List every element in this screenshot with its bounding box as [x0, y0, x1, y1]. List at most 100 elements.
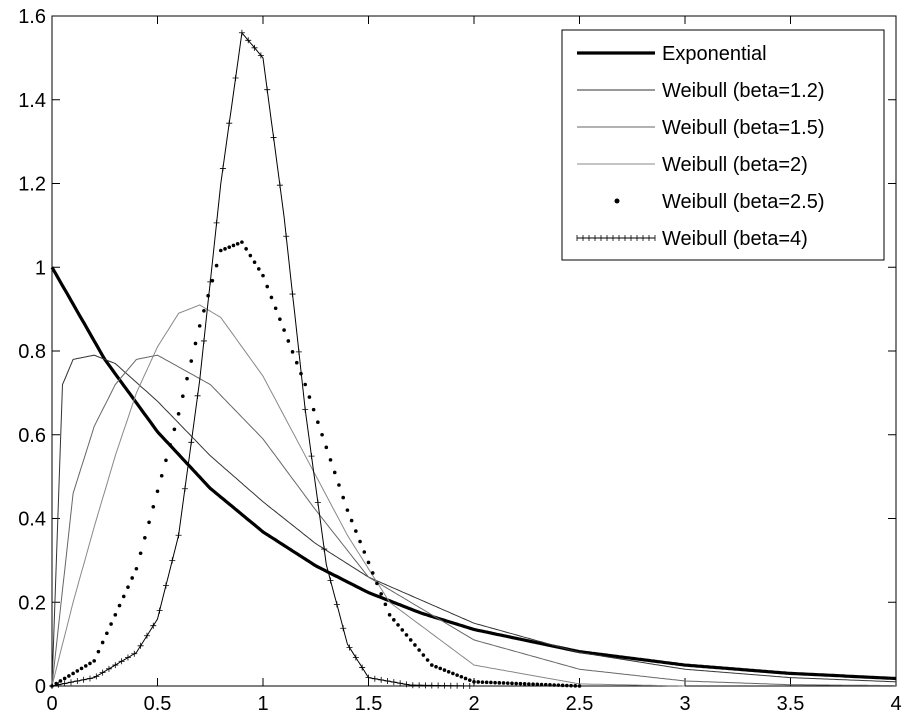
series-point: [573, 684, 578, 688]
series-point: [130, 576, 134, 580]
legend-item: Weibull (beta=4): [576, 228, 808, 250]
series-point: [569, 683, 573, 688]
series-point: [359, 664, 366, 671]
series-point: [408, 638, 413, 642]
series-point: [49, 683, 55, 689]
series-point: [197, 324, 202, 328]
series-point: [261, 273, 265, 278]
legend-label: Weibull (beta=1.2): [662, 80, 825, 102]
series-point: [55, 681, 62, 688]
x-tick-label: 2.5: [566, 693, 594, 715]
series-point: [404, 633, 409, 637]
series-point: [370, 571, 375, 575]
series-point: [92, 659, 96, 663]
series-point: [175, 532, 182, 539]
series-5: [49, 29, 474, 689]
y-tick-label: 0: [35, 676, 46, 698]
series-point: [295, 348, 302, 355]
series-point: [67, 674, 71, 678]
series-point: [143, 535, 147, 540]
series-point: [354, 529, 358, 533]
series-point: [435, 682, 442, 689]
series-point: [164, 458, 168, 463]
series-point: [248, 253, 253, 258]
series-point: [552, 683, 556, 687]
series-point: [403, 681, 410, 688]
series-point: [226, 120, 233, 127]
series-line: [51, 304, 685, 687]
series-point: [278, 317, 282, 321]
legend-label: Weibull (beta=4): [662, 228, 808, 250]
series-point: [527, 682, 531, 686]
series-0: [50, 266, 897, 681]
series-point: [245, 37, 252, 44]
series-point: [493, 680, 497, 685]
series-point: [143, 632, 150, 639]
series-point: [257, 52, 264, 59]
y-tick-label: 1: [35, 257, 46, 279]
series-point: [134, 566, 139, 571]
y-tick-label: 1.4: [18, 90, 46, 112]
y-tick-label: 0.4: [18, 509, 46, 531]
series-point: [378, 676, 385, 683]
series-point: [307, 395, 312, 399]
series-point: [290, 350, 295, 354]
series-point: [352, 654, 359, 661]
series-point: [150, 622, 157, 629]
legend-item: Weibull (beta=1.5): [577, 117, 825, 139]
series-point: [219, 165, 226, 172]
series-point: [434, 664, 438, 669]
series-point: [159, 473, 164, 478]
series-point: [100, 640, 105, 645]
series-point: [314, 499, 321, 506]
series-point: [463, 676, 468, 681]
series-point: [93, 673, 100, 680]
y-tick-label: 1.6: [18, 6, 46, 28]
series-point: [425, 658, 430, 662]
series-point: [194, 392, 201, 399]
series-point: [560, 683, 565, 688]
legend-box: [561, 29, 885, 261]
series-point: [539, 682, 544, 687]
series-point: [138, 551, 143, 556]
series-point: [286, 339, 291, 343]
series-point: [105, 665, 112, 672]
series-point: [109, 622, 113, 626]
series-point: [113, 613, 118, 617]
legend: Exponential Weibull (beta=1.2) Weibull (be…: [561, 29, 885, 261]
series-point: [466, 682, 473, 689]
series-point: [341, 495, 345, 500]
series-point: [446, 669, 451, 674]
series-point: [294, 360, 299, 365]
legend-item: Weibull (beta=2): [577, 154, 808, 176]
series-3: [51, 304, 685, 687]
series-point: [189, 359, 194, 363]
y-tick-label: 1.2: [18, 174, 46, 196]
series-point: [75, 669, 80, 673]
series-point: [302, 406, 309, 413]
series-line: [51, 31, 474, 687]
legend-label: Weibull (beta=2): [662, 154, 808, 176]
legend-label: Weibull (beta=1.5): [662, 117, 825, 139]
legend-label: Exponential: [662, 43, 767, 65]
series-point: [244, 247, 248, 251]
legend-swatch: [614, 198, 620, 204]
series-point: [531, 682, 535, 686]
x-tick-label: 1.5: [355, 693, 383, 715]
series-point: [117, 603, 122, 608]
series-point: [276, 182, 283, 189]
x-tick-label: 1: [257, 693, 268, 715]
series-point: [497, 681, 502, 685]
y-tick-marks: [52, 15, 896, 687]
series-point: [265, 284, 270, 289]
series-point: [577, 684, 582, 688]
series-point: [442, 668, 447, 672]
series-point: [80, 676, 87, 683]
series-point: [223, 247, 227, 251]
series-point: [185, 376, 189, 381]
series-point: [231, 243, 236, 248]
series-point: [321, 546, 328, 553]
series-point: [240, 240, 244, 244]
series-point: [514, 681, 518, 686]
series-point: [379, 592, 383, 596]
